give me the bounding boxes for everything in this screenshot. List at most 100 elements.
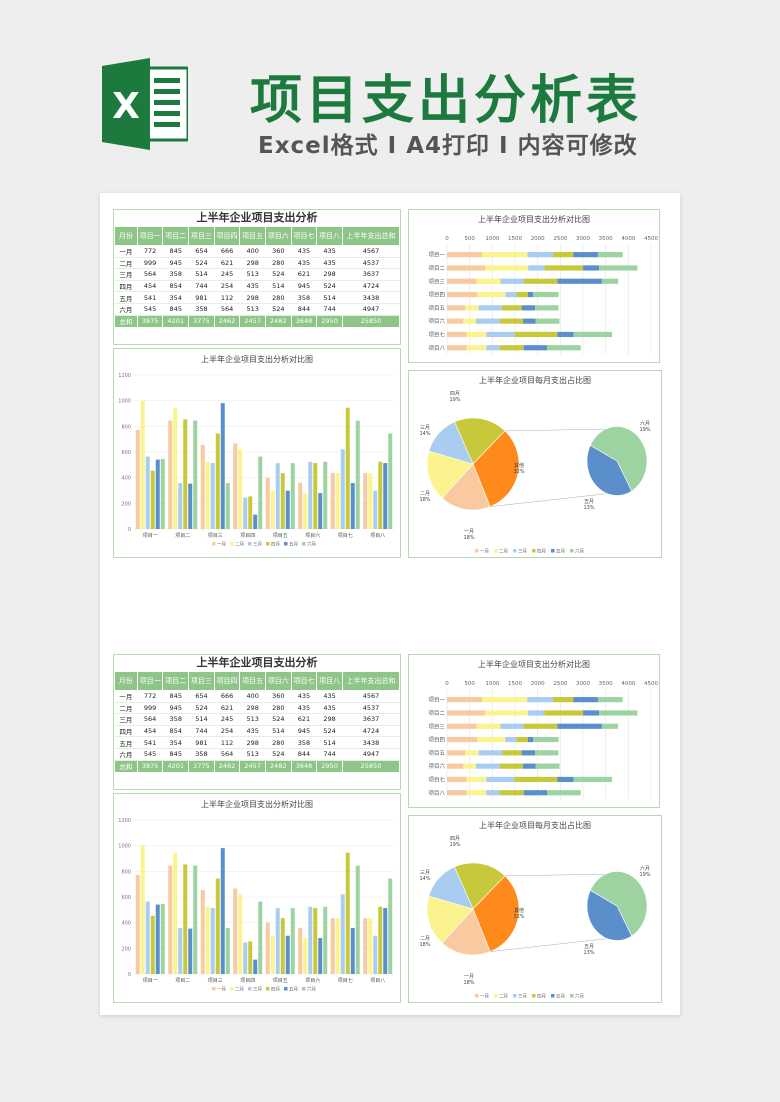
table-cell: 772 [137,245,163,258]
vbar-category-label: 项目一 [143,978,158,984]
table-cell: 4724 [342,725,400,738]
vbar-bar [225,483,230,529]
hbar-segment [466,331,487,338]
table-cell: 435 [239,725,266,738]
pie-legend-label: 六月 [575,993,584,1000]
col-header: 项目八 [316,226,343,246]
total-cell: 3775 [188,314,215,328]
vbar-tick-label: 800 [121,869,131,875]
table-cell: 五月 [114,736,138,749]
pie-slice [428,866,474,910]
pie-slice [428,421,474,465]
vbar-bar [323,906,328,974]
vbar-bar [243,497,248,529]
table-row: 一月 772 845 654 666 400 360 435 435 4567 [114,245,400,258]
total-cell: 3648 [290,314,318,328]
vbar-legend-label: 六月 [307,986,316,993]
vbar-bar [145,901,150,974]
vbar-bar [378,906,383,974]
secondary-pie-slice [589,426,648,492]
col-header: 项目七 [290,671,318,691]
col-header: 项目一 [136,226,164,246]
vbar-bar [298,927,303,974]
pie-data-label: 一月 [464,529,474,535]
expense-table: 月份 项目一 项目二 项目三 项目四 项目五 项目六 项目七 项目八 上半年支出总和 一月 772 8… [114,226,401,328]
table-cell: 844 [291,748,317,761]
vbar-legend-label: 三月 [253,987,262,993]
table-row: 六月 545 845 358 564 513 524 844 744 4947 [114,748,400,761]
hbar-segment [514,776,558,783]
pie-legend-swatch [570,994,574,998]
hbar-segment [523,318,536,324]
vbar-bar [178,483,183,529]
table-cell: 六月 [114,303,138,316]
table-row: 五月 541 354 981 112 298 280 358 514 3438 [114,291,400,304]
vbar-chart-panel: 上半年企业项目支出分析对比图 0 200 400 600 800 1000 1200 项目一 项… [113,348,401,558]
hbar-segment [485,710,529,716]
hbar-category-label: 项目三 [428,723,445,730]
col-header: 项目三 [188,226,215,246]
hbar-segment [557,331,574,338]
vbar-bar [285,490,290,529]
table-cell: 一月 [114,690,138,703]
pie-legend-label: 四月 [537,549,546,555]
vbar-bar [330,473,335,529]
vbar-category-label: 项目六 [305,977,320,984]
vbar-bar [135,429,140,529]
table-row: 二月 999 945 524 621 298 280 435 435 4537 [114,257,400,270]
hbar-category-label: 项目七 [428,330,445,338]
table-cell: 五月 [114,291,138,304]
table-title: 上半年企业项目支出分析 [196,211,318,224]
vbar-bar [183,419,188,529]
pie-connector-line [490,937,614,952]
pie-legend-swatch [551,994,555,998]
logo-letter: X [112,86,140,127]
vbar-category-label: 项目一 [143,533,158,539]
pie-chart: 四月19%三月14%二月18%一月18%其他32%六月19%五月13%一月 二月三… [419,836,650,1000]
pie-data-label: 18% [463,535,474,541]
table-cell: 360 [265,690,292,703]
pie-data-label: 14% [419,431,430,437]
vbar-bar [388,433,393,529]
vbar-chart-title: 上半年企业项目支出分析对比图 [201,355,313,364]
vbar-bar [363,918,368,974]
pie-connector-line [504,428,614,432]
table-cell: 454 [137,280,163,293]
table-cell: 435 [291,257,317,270]
pie-chart-panel: 上半年企业项目每月支出占比图 四月 19% 三月 14% 二月 18% 一月 18% 其他 32%… [408,815,662,1003]
table-cell: 514 [265,725,292,738]
vbar-bar [313,463,318,529]
vbar-bar [215,878,220,974]
table-cell: 435 [316,702,343,715]
table-cell: 999 [137,257,163,270]
hbar-tick-label: 2000 [531,681,545,687]
table-cell: 112 [214,736,240,749]
pie-data-label: 三月 [420,425,430,431]
hbar-category-label: 项目四 [428,292,445,299]
pie-data-label: 13% [583,505,594,511]
hbar-category-label: 项目八 [428,790,445,797]
table-cell: 360 [265,245,292,258]
table-cell: 280 [265,291,292,304]
pie-legend-label: 一月 [480,549,489,555]
table-cell: 一月 [114,245,138,258]
vbar-legend-label: 四月 [271,542,280,548]
hbar-category-label: 项目五 [428,305,445,312]
vbar-bar [140,400,145,529]
table-cell: 513 [239,713,266,726]
vbar-bar [363,473,368,529]
hbar-tick-label: 4000 [621,681,635,687]
vbar-bar [290,908,295,974]
table-cell: 4947 [342,748,400,761]
vbar-tick-label: 1000 [118,844,131,850]
table-cell: 298 [316,713,343,726]
table-cell: 3637 [342,268,400,281]
vbar-bar [248,496,253,529]
hbar-segment [516,291,528,298]
hbar-segment [500,278,524,284]
vbar-bar [168,865,173,974]
vbar-bar [155,459,160,529]
page-title: 项目支出分析表 [250,71,643,131]
vbar-bar [193,865,198,974]
total-cell: 25850 [341,314,401,328]
